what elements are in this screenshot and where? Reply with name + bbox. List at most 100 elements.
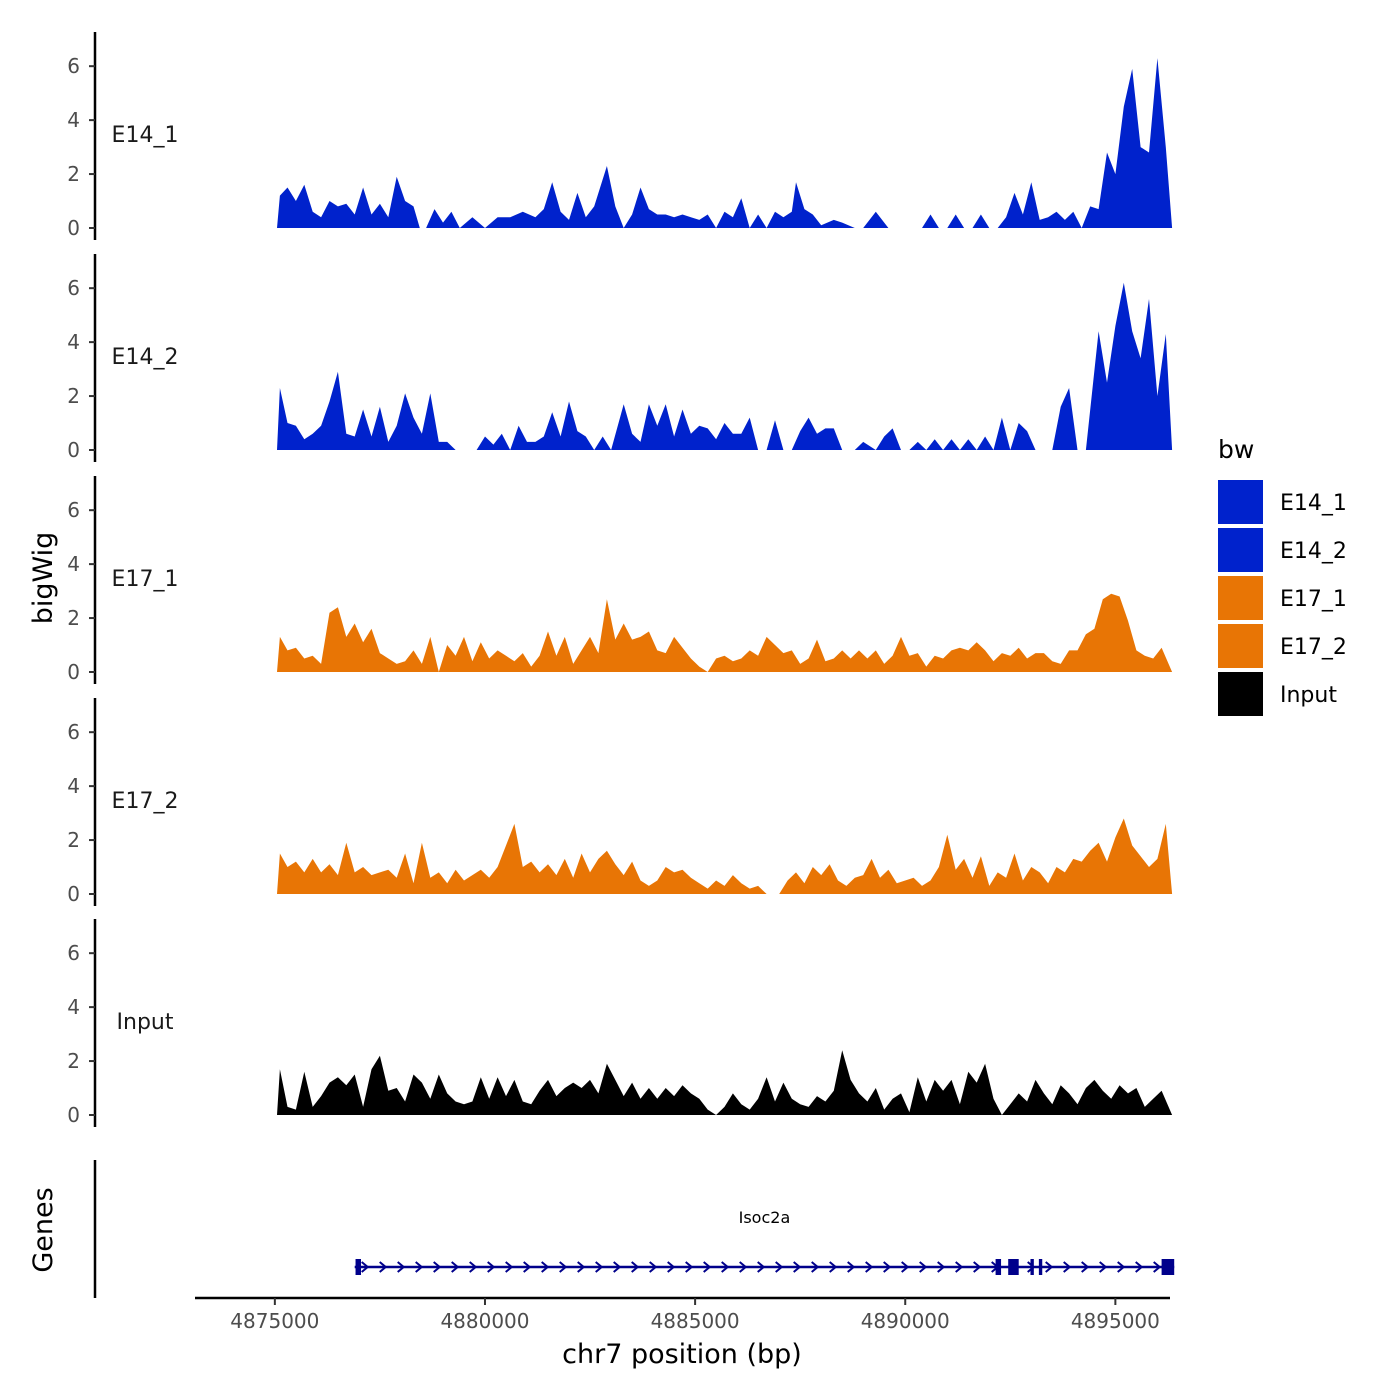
strand-arrow: [793, 1261, 802, 1273]
strand-arrow: [379, 1261, 388, 1273]
exon: [1038, 1259, 1043, 1275]
strand-arrow: [1045, 1261, 1054, 1273]
y-tick-label: 6: [67, 720, 80, 744]
exon: [1161, 1259, 1175, 1275]
y-tick-label: 4: [67, 330, 80, 354]
y-tick-label: 0: [67, 882, 80, 906]
exon: [1008, 1259, 1019, 1275]
strand-arrow: [757, 1261, 766, 1273]
genes-layer: Isoc2a: [93, 1160, 1175, 1298]
y-tick-label: 0: [67, 660, 80, 684]
legend-item-input: Input: [1218, 672, 1337, 716]
track-e14_1: 0 2 4 6 E14_1: [67, 32, 1173, 240]
strand-arrow: [433, 1261, 442, 1273]
strand-arrow: [613, 1261, 622, 1273]
strand-arrow: [703, 1261, 712, 1273]
strand-arrow: [919, 1261, 928, 1273]
tracks-layer: 0 2 4 6 E14_1 0 2 4 6 E14_2 0 2 4 6 E17_1 0 2 4 6 E17_2 0 2 4 6…: [67, 32, 1173, 1127]
x-tick-label: 4890000: [861, 1309, 950, 1333]
strand-arrow: [775, 1261, 784, 1273]
legend-item-e17_1: E17_1: [1218, 576, 1347, 620]
track-e14_2: 0 2 4 6 E14_2: [67, 254, 1173, 462]
strand-arrow: [685, 1261, 694, 1273]
legend-label: E17_2: [1280, 635, 1347, 660]
strand-arrow: [559, 1261, 568, 1273]
track-input: 0 2 4 6 Input: [67, 919, 1173, 1127]
strand-arrow: [937, 1261, 946, 1273]
y-tick-label: 2: [67, 1049, 80, 1073]
legend-swatch: [1218, 480, 1263, 524]
signal-area-e17_1: [277, 593, 1173, 672]
strand-arrow: [901, 1261, 910, 1273]
legend-item-e17_2: E17_2: [1218, 624, 1347, 668]
strand-arrow: [1135, 1261, 1144, 1273]
strand-arrow: [1081, 1261, 1090, 1273]
y-tick-label: 6: [67, 276, 80, 300]
track-label: E17_2: [112, 789, 179, 814]
signal-area-input: [277, 1050, 1173, 1115]
legend-label: E17_1: [1280, 587, 1347, 612]
genes-axis-title: Genes: [28, 1187, 59, 1272]
strand-arrow: [1099, 1261, 1108, 1273]
gene-isoc2a: Isoc2a: [354, 1208, 1175, 1275]
strand-arrow: [955, 1261, 964, 1273]
strand-arrow: [1153, 1261, 1162, 1273]
legend-swatch: [1218, 528, 1263, 572]
legend-item-e14_1: E14_1: [1218, 480, 1347, 524]
strand-arrow: [361, 1261, 370, 1273]
legend-swatch: [1218, 576, 1263, 620]
strand-arrow: [505, 1261, 514, 1273]
x-axis-title: chr7 position (bp): [562, 1339, 802, 1370]
track-label: Input: [117, 1010, 174, 1035]
y-tick-label: 6: [67, 941, 80, 965]
legend: bw E14_1 E14_2 E17_1 E17_2 Input: [1218, 435, 1347, 716]
y-tick-label: 0: [67, 216, 80, 240]
y-tick-label: 2: [67, 162, 80, 186]
strand-arrow: [631, 1261, 640, 1273]
y-tick-label: 4: [67, 774, 80, 798]
signal-area-e14_1: [277, 58, 1173, 228]
strand-arrow: [469, 1261, 478, 1273]
y-tick-label: 6: [67, 498, 80, 522]
y-tick-label: 4: [67, 108, 80, 132]
track-e17_2: 0 2 4 6 E17_2: [67, 698, 1173, 906]
strand-arrow: [1063, 1261, 1072, 1273]
x-tick-label: 4895000: [1071, 1309, 1160, 1333]
strand-arrow: [883, 1261, 892, 1273]
strand-arrow: [1117, 1261, 1126, 1273]
strand-arrow: [541, 1261, 550, 1273]
strand-arrow: [829, 1261, 838, 1273]
track-e17_1: 0 2 4 6 E17_1: [67, 476, 1173, 684]
legend-title: bw: [1218, 435, 1254, 464]
legend-label: E14_1: [1280, 491, 1347, 516]
strand-arrow: [739, 1261, 748, 1273]
strand-arrow: [649, 1261, 658, 1273]
strand-arrow: [973, 1261, 982, 1273]
strand-arrow: [415, 1261, 424, 1273]
strand-arrow: [595, 1261, 604, 1273]
strand-arrow: [523, 1261, 532, 1273]
strand-arrow: [667, 1261, 676, 1273]
track-label: E14_1: [112, 123, 179, 148]
x-axis: 4875000 4880000 4885000 4890000 4895000: [195, 1296, 1170, 1333]
y-tick-label: 2: [67, 606, 80, 630]
exon: [995, 1259, 1002, 1275]
y-axis-title: bigWig: [28, 532, 59, 625]
x-tick-label: 4875000: [230, 1309, 319, 1333]
gene-label: Isoc2a: [739, 1208, 791, 1227]
exon: [1030, 1259, 1034, 1275]
x-tick-label: 4880000: [440, 1309, 529, 1333]
strand-arrow: [451, 1261, 460, 1273]
y-tick-label: 0: [67, 1103, 80, 1127]
legend-label: E14_2: [1280, 539, 1347, 564]
legend-label: Input: [1280, 683, 1337, 708]
y-tick-label: 2: [67, 828, 80, 852]
y-tick-label: 0: [67, 438, 80, 462]
legend-swatch: [1218, 672, 1263, 716]
legend-swatch: [1218, 624, 1263, 668]
signal-area-e14_2: [277, 282, 1173, 450]
strand-arrow: [487, 1261, 496, 1273]
y-tick-label: 2: [67, 384, 80, 408]
strand-arrow: [577, 1261, 586, 1273]
